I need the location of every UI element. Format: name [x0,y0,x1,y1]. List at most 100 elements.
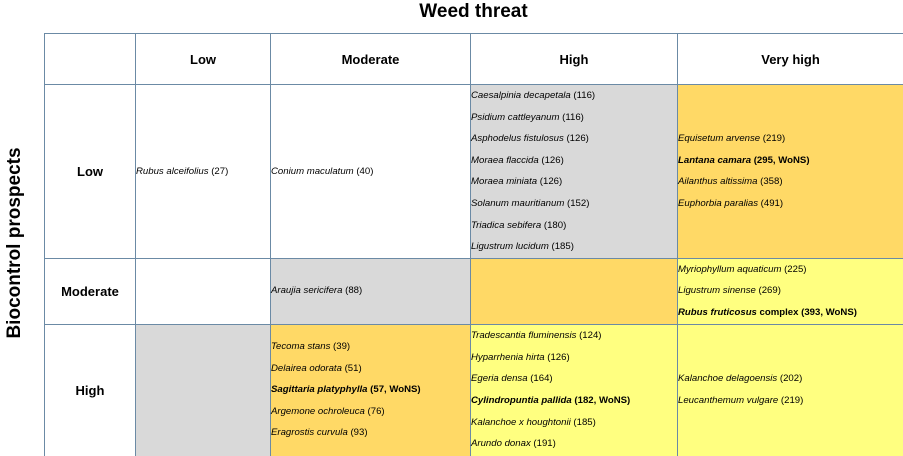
species-count: (491) [758,197,784,209]
species-entry: Solanum mauritianum (152) [471,193,677,215]
species-entry: Argemone ochroleuca (76) [271,401,470,423]
cell-low-high: Caesalpinia decapetala (116) Psidium catt… [470,84,678,259]
cell-high-very-high: Kalanchoe delagoensis (202) Leucanthemum … [677,323,903,456]
species-count: (40) [353,165,374,177]
species-count: (57, WoNS) [367,384,421,396]
species-count: (295, WoNS) [751,154,810,166]
corner-cell [44,33,136,85]
species-name: Leucanthemum vulgare [678,395,779,407]
species-entry: Asphodelus fistulosus (126) [471,128,677,150]
species-name: Equisetum arvense [678,133,761,145]
species-name: Ailanthus altissima [678,176,758,188]
species-name: Tradescantia fluminensis [471,330,577,342]
species-count: (51) [341,362,362,374]
species-entry: Moraea miniata (126) [471,171,677,193]
species-count: (76) [364,405,385,417]
species-name: Arundo donax [471,438,531,450]
species-count: (202) [777,373,803,385]
row-moderate: Moderate Araujia sericifera (88) Myrioph… [44,257,903,325]
cell-low-low: Rubus alceifolius (27) [135,84,271,259]
species-count: (185) [570,416,596,428]
species-entry: Arundo donax (191) [471,433,677,455]
species-name: Egeria densa [471,373,528,385]
species-name: Kalanchoe delagoensis [678,373,778,385]
species-name: Tecoma stans [271,341,331,353]
y-axis-label-container: Biocontrol prospects [0,33,30,453]
species-entry: Lantana camara (295, WoNS) [678,150,903,172]
species-count: (180) [541,219,567,231]
species-name: Rubus fruticosus [678,306,757,318]
cell-high-high: Tradescantia fluminensis (124) Hyparrheni… [470,323,678,456]
species-count: (358) [757,176,783,188]
cell-high-low [135,323,271,456]
species-name: Rubus alceifolius [136,165,209,177]
species-entry: Caesalpinia decapetala (116) [471,85,677,107]
species-name: Asphodelus fistulosus [471,133,564,145]
species-name: Argemone ochroleuca [271,405,365,417]
species-entry: Sagittaria platyphylla (57, WoNS) [271,379,470,401]
species-entry: Kalanchoe x houghtonii (185) [471,412,677,434]
species-count: (124) [576,330,602,342]
species-entry: Eragrostis curvula (93) [271,422,470,444]
species-entry: Triadica sebifera (180) [471,215,677,237]
species-name: Ligustrum lucidum [471,241,549,253]
species-entry: Psidium cattleyanum (116) [471,107,677,129]
species-count: (126) [538,154,564,166]
species-name: Euphorbia paralias [678,197,759,209]
cell-moderate-low [135,257,271,325]
species-entry: Egeria densa (164) [471,368,677,390]
row-low: Low Rubus alceifolius (27) Conium macula… [44,84,903,259]
species-entry: Hyparrhenia hirta (126) [471,347,677,369]
species-count: (116) [559,111,584,123]
species-count: (126) [563,133,589,145]
species-name: Sagittaria platyphylla [271,384,368,396]
species-name: Araujia sericifera [271,285,343,297]
species-count: (88) [342,285,363,297]
species-entry: Equisetum arvense (219) [678,128,903,150]
species-entry: Tecoma stans (39) [271,336,470,358]
weed-matrix-table: Low Moderate High Very high Low Rubus al… [44,33,903,456]
species-count: (152) [564,197,590,209]
species-count: (116) [570,90,596,101]
species-entry: Moraea flaccida (126) [471,150,677,172]
species-entry: Araujia sericifera (88) [271,280,470,302]
species-count: (126) [537,176,563,188]
species-entry: Ailanthus altissima (358) [678,171,903,193]
species-entry: Conium maculatum (40) [271,161,470,183]
cell-moderate-very-high: Myriophyllum aquaticum (225) Ligustrum si… [677,257,903,325]
row-header-low: Low [44,84,136,259]
species-count: (182, WoNS) [571,395,631,407]
species-count: (93) [347,427,368,439]
species-name: Caesalpinia decapetala [471,90,571,101]
species-name: Ligustrum sinense [678,285,756,297]
species-entry: Rubus fruticosus complex (393, WoNS) [678,302,903,324]
species-name: Eragrostis curvula [271,427,348,439]
species-entry: Kalanchoe delagoensis (202) [678,368,903,390]
species-name: Hyparrhenia hirta [471,351,545,363]
species-entry: Tradescantia fluminensis (124) [471,325,677,347]
cell-moderate-moderate: Araujia sericifera (88) [270,257,471,325]
cell-low-very-high: Equisetum arvense (219) Lantana camara (2… [677,84,903,259]
species-name: Delairea odorata [271,362,342,374]
species-name: Moraea miniata [471,176,538,188]
cell-high-moderate: Tecoma stans (39) Delairea odorata (51) Sa… [270,323,471,456]
col-header-low: Low [135,33,271,85]
cell-low-moderate: Conium maculatum (40) [270,84,471,259]
species-entry: Rubus alceifolius (27) [136,161,270,183]
species-entry: Euphorbia paralias (491) [678,193,903,215]
species-name: Lantana camara [678,154,752,166]
species-count: complex (393, WoNS) [756,306,857,318]
species-count: (269) [755,285,781,297]
species-name: Psidium cattleyanum [471,111,560,123]
col-header-moderate: Moderate [270,33,471,85]
species-name: Triadica sebifera [471,219,542,231]
species-count: (219) [760,133,786,145]
species-count: (225) [781,263,807,275]
y-axis-label: Biocontrol prospects [4,147,25,339]
species-entry: Cylindropuntia pallida (182, WoNS) [471,390,677,412]
species-name: Solanum mauritianum [471,197,565,209]
species-name: Kalanchoe x houghtonii [471,416,571,428]
species-entry: Ligustrum lucidum (185) [471,236,677,258]
species-count: (185) [548,241,574,253]
header-row: Low Moderate High Very high [44,33,903,85]
